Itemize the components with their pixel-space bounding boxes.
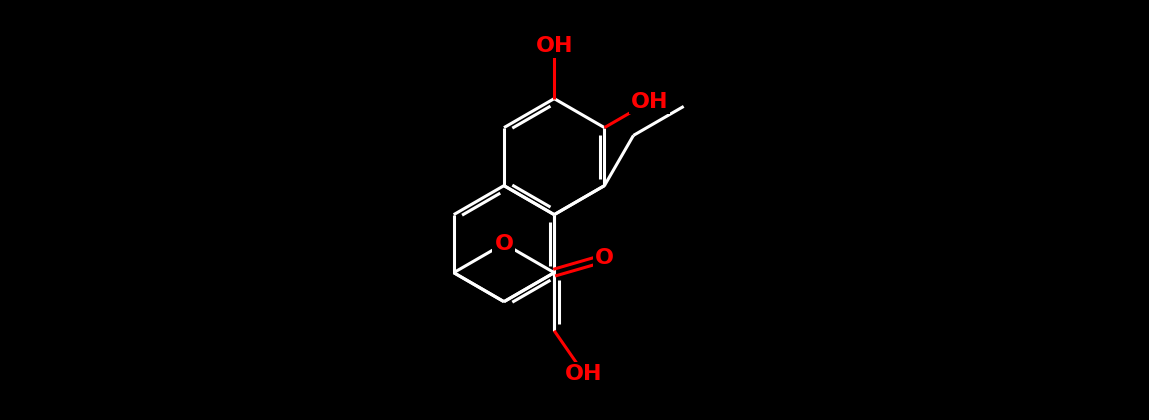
Text: O: O	[494, 234, 514, 254]
Text: OH: OH	[631, 92, 669, 112]
Text: OH: OH	[535, 37, 573, 56]
Text: O: O	[595, 248, 614, 268]
Text: OH: OH	[565, 364, 603, 383]
